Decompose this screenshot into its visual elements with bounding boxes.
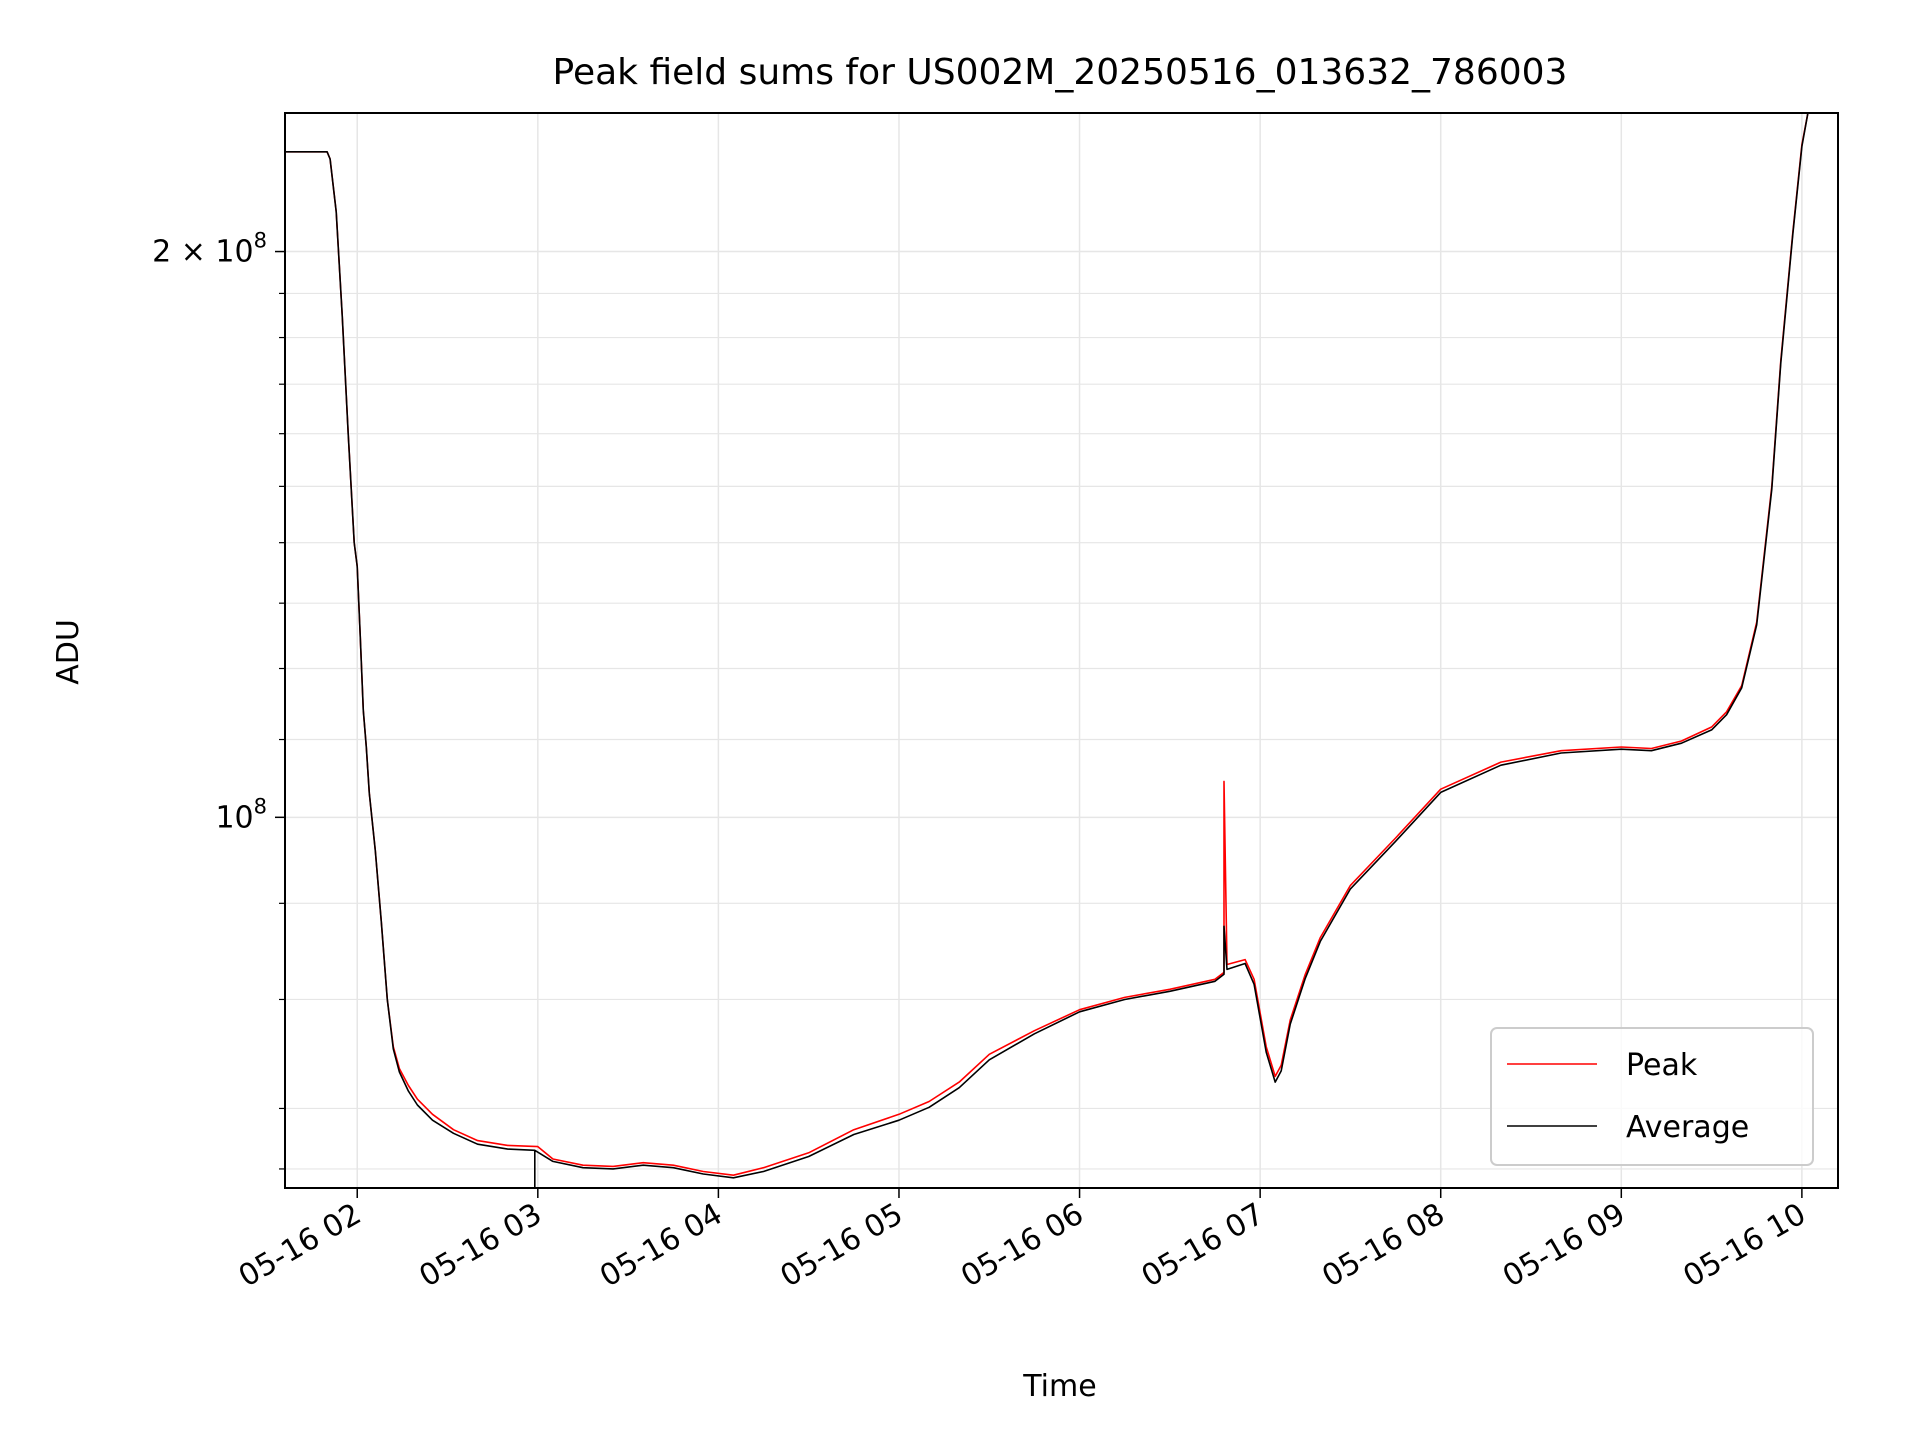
series-layer xyxy=(285,113,1809,1188)
y-axis-label: ADU xyxy=(51,619,86,685)
legend-box xyxy=(1490,1027,1814,1166)
y-tick-label: 108 xyxy=(215,794,267,835)
series-line-average xyxy=(285,113,1809,1188)
y-axis: 108 2 × 108 xyxy=(152,229,285,1170)
grid xyxy=(285,113,1838,1188)
legend-label-peak: Peak xyxy=(1626,1048,1698,1083)
y-tick-label: 2 × 108 xyxy=(152,229,267,270)
legend: Peak Average xyxy=(1490,1027,1814,1166)
legend-label-average: Average xyxy=(1626,1110,1749,1145)
x-axis-label: Time xyxy=(1022,1369,1096,1404)
plot-frame xyxy=(284,112,1839,1189)
chart-title: Peak field sums for US002M_20250516_0136… xyxy=(553,52,1568,93)
